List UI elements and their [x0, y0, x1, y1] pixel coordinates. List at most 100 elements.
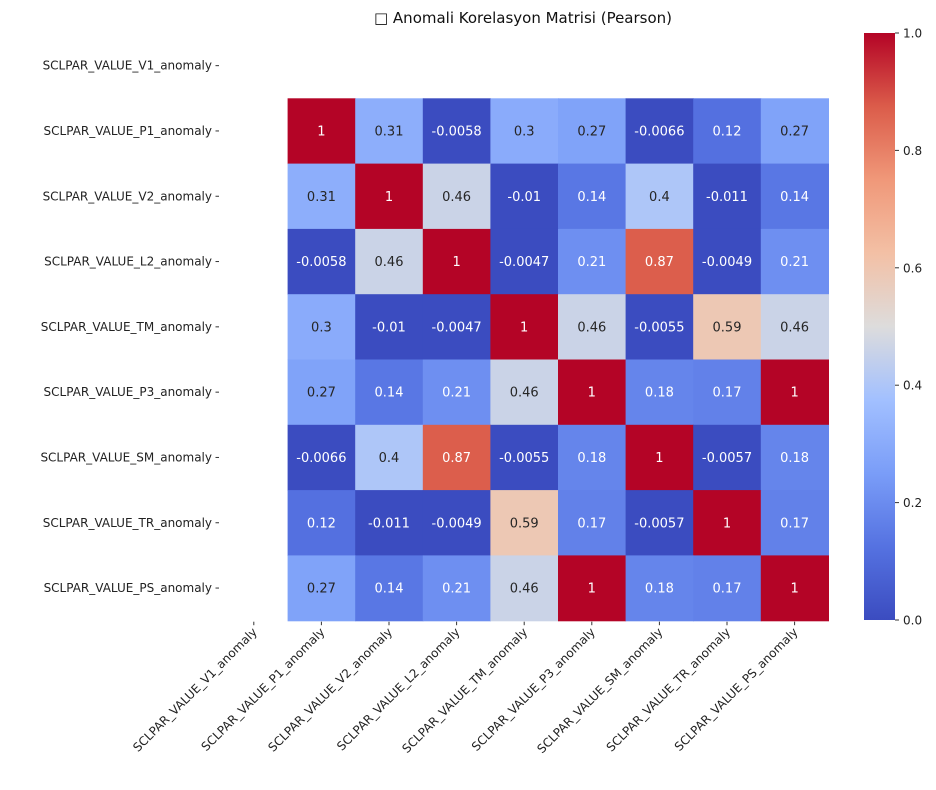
cell-value-label: 1	[385, 190, 393, 205]
cell-value-label: -0.0057	[702, 451, 752, 466]
cell-value-label: 0.14	[375, 582, 404, 597]
row-label: SCLPAR_VALUE_SM_anomaly	[40, 450, 212, 464]
heatmap-cell	[760, 555, 829, 622]
cell-value-label: 0.46	[577, 320, 606, 335]
row-label: SCLPAR_VALUE_L2_anomaly	[44, 255, 212, 269]
heatmap-cell	[355, 163, 424, 230]
heatmap-cell	[422, 490, 491, 556]
heatmap-cell	[422, 98, 491, 165]
cell-value-label: 0.27	[307, 386, 336, 401]
heatmap-cell	[355, 98, 424, 165]
heatmap-cell	[287, 98, 356, 165]
cell-value-label: 0.59	[713, 320, 742, 335]
heatmap-cell	[287, 555, 356, 622]
cell-value-label: -0.01	[372, 320, 406, 335]
heatmap-cell	[625, 98, 694, 165]
cell-value-label: 1	[520, 320, 528, 335]
heatmap-cell	[625, 490, 694, 556]
cell-value-label: 0.27	[780, 124, 809, 139]
heatmap-cell	[625, 359, 694, 426]
cell-value-label: 1	[655, 451, 663, 466]
cell-value-label: -0.0058	[432, 124, 482, 139]
cell-value-label: 0.46	[510, 582, 539, 597]
heatmap-cell	[760, 163, 829, 230]
heatmap-cell	[355, 294, 424, 361]
cell-value-label: 0.3	[311, 320, 332, 335]
heatmap-cell	[287, 228, 356, 295]
heatmap-cell	[287, 163, 356, 230]
row-labels: SCLPAR_VALUE_V1_anomaly SCLPAR_VALUE_P1_a…	[40, 59, 219, 595]
column-label: SCLPAR_VALUE_P1_anomaly	[199, 625, 328, 754]
heatmap-cell	[355, 555, 424, 622]
colorbar: 0.0 0.2 0.4 0.6 0.8 1.0	[864, 27, 922, 628]
heatmap-cell	[558, 294, 627, 361]
cell-value-label: 1	[452, 255, 460, 270]
cell-value-label: 1	[588, 386, 596, 401]
heatmap-cell	[693, 555, 762, 622]
cell-value-label: 1	[723, 516, 731, 531]
heatmap-cell	[490, 359, 559, 426]
heatmap-cell	[625, 555, 694, 622]
row-label: SCLPAR_VALUE_V1_anomaly	[43, 59, 212, 73]
cell-value-label: 1	[317, 124, 325, 139]
heatmap-cell	[490, 98, 559, 165]
heatmap-cell	[558, 555, 627, 622]
heatmap-cell	[355, 228, 424, 295]
cell-value-label: -0.0066	[296, 451, 346, 466]
heatmap-cell	[490, 490, 559, 556]
heatmap-cell	[422, 163, 491, 230]
heatmap-cell	[625, 228, 694, 295]
heatmap-cell	[693, 228, 762, 295]
cell-value-label: 0.46	[442, 190, 471, 205]
cell-value-label: 0.3	[514, 124, 535, 139]
heatmap-cell	[760, 359, 829, 426]
row-label: SCLPAR_VALUE_TR_anomaly	[43, 516, 212, 530]
heatmap-cell	[490, 555, 559, 622]
column-label: SCLPAR_VALUE_SM_anomaly	[534, 625, 665, 756]
column-label: SCLPAR_VALUE_PS_anomaly	[672, 625, 801, 754]
cell-value-label: 1	[790, 582, 798, 597]
cell-value-label: 0.4	[379, 451, 400, 466]
cell-value-label: 0.14	[375, 386, 404, 401]
row-label: SCLPAR_VALUE_P3_anomaly	[44, 385, 212, 399]
row-label: SCLPAR_VALUE_TM_anomaly	[41, 320, 212, 334]
cell-value-label: 0.18	[780, 451, 809, 466]
cell-value-label: 0.21	[577, 255, 606, 270]
cell-value-label: 1	[790, 386, 798, 401]
heatmap-cell	[558, 163, 627, 230]
heatmap-cell	[422, 294, 491, 361]
cell-value-label: -0.0066	[634, 124, 684, 139]
heatmap-cell	[422, 359, 491, 426]
column-label: SCLPAR_VALUE_P3_anomaly	[469, 625, 598, 754]
cell-value-label: -0.0049	[702, 255, 752, 270]
cell-value-label: 0.18	[645, 582, 674, 597]
cell-value-label: -0.0057	[634, 516, 684, 531]
heatmap-cell	[693, 98, 762, 165]
cell-value-label: -0.01	[507, 190, 541, 205]
row-label: SCLPAR_VALUE_P1_anomaly	[44, 124, 212, 138]
cell-value-label: 0.17	[780, 516, 809, 531]
heatmap-cell	[558, 424, 627, 491]
cell-value-label: 0.17	[577, 516, 606, 531]
heatmap-cell	[422, 424, 491, 491]
column-label: SCLPAR_VALUE_TR_anomaly	[604, 625, 734, 755]
heatmap-cell	[693, 294, 762, 361]
cell-value-label: 0.17	[713, 582, 742, 597]
heatmap-cell	[760, 294, 829, 361]
cell-value-label: 0.21	[442, 386, 471, 401]
heatmap-cell	[558, 359, 627, 426]
cell-value-label: -0.0055	[499, 451, 549, 466]
column-label: SCLPAR_VALUE_TM_anomaly	[399, 625, 530, 756]
heatmap-cell	[693, 490, 762, 556]
cell-value-label: 0.12	[307, 516, 336, 531]
heatmap-cell	[287, 424, 356, 491]
heatmap-cell	[490, 228, 559, 295]
cell-value-label: 0.59	[510, 516, 539, 531]
colorbar-tick-label: 0.2	[903, 496, 922, 510]
column-label: SCLPAR_VALUE_V2_anomaly	[265, 625, 395, 755]
cell-value-label: 0.18	[645, 386, 674, 401]
heatmap-cell	[287, 359, 356, 426]
cell-value-label: 0.12	[713, 124, 742, 139]
